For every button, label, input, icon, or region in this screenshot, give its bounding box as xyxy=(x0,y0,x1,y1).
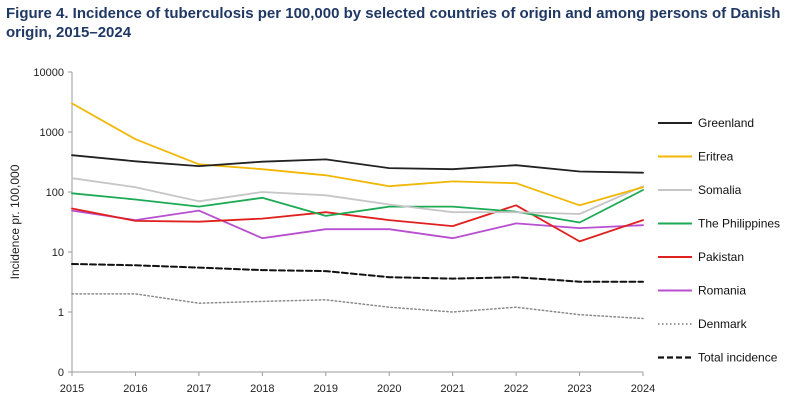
series-line-somalia xyxy=(71,177,644,215)
legend-label-total-incidence: Total incidence xyxy=(698,351,778,365)
legend-label-eritrea: Eritrea xyxy=(698,150,734,164)
series-line-romania xyxy=(71,209,644,240)
y-tick-label: 100 xyxy=(46,187,64,199)
y-tick-label: 1000 xyxy=(40,127,64,139)
x-tick-label: 2022 xyxy=(504,383,528,395)
x-tick-label: 2023 xyxy=(567,383,591,395)
series-line-eritrea xyxy=(71,102,644,207)
legend-label-romania: Romania xyxy=(698,284,746,298)
series-line-greenland xyxy=(71,154,644,174)
y-axis-label: Incidence pr. 100,000 xyxy=(8,164,22,279)
legend-label-the-philippines: The Philippines xyxy=(698,217,780,231)
chart-axes xyxy=(68,71,644,376)
series-line-pakistan xyxy=(71,204,644,243)
x-tick-label: 2017 xyxy=(187,383,211,395)
series-line-denmark xyxy=(71,293,644,320)
series-line-the-philippines xyxy=(71,189,644,224)
y-tick-label: 10 xyxy=(52,247,64,259)
x-tick-label: 2024 xyxy=(631,383,655,395)
y-tick-label: 0 xyxy=(58,367,64,379)
x-tick-label: 2021 xyxy=(440,383,464,395)
x-tick-label: 2016 xyxy=(123,383,147,395)
series-lines xyxy=(71,102,644,320)
x-tick-label: 2020 xyxy=(377,383,401,395)
y-tick-label: 10000 xyxy=(33,67,64,79)
legend-label-greenland: Greenland xyxy=(698,116,754,130)
legend-label-pakistan: Pakistan xyxy=(698,250,744,264)
chart-title: Figure 4. Incidence of tuberculosis per … xyxy=(6,5,781,41)
x-tick-label: 2015 xyxy=(60,383,84,395)
chart-legend: Greenland Eritrea Somalia The Philippines Pa… xyxy=(658,116,780,365)
x-tick-labels: 2015 2016 2017 2018 2019 2020 2021 2022 2023 2024 xyxy=(60,383,655,395)
legend-label-somalia: Somalia xyxy=(698,183,742,197)
x-tick-label: 2018 xyxy=(250,383,274,395)
y-tick-label: 1 xyxy=(58,307,64,319)
series-line-total-incidence xyxy=(71,263,644,283)
x-tick-label: 2019 xyxy=(314,383,338,395)
legend-label-denmark: Denmark xyxy=(698,317,748,331)
